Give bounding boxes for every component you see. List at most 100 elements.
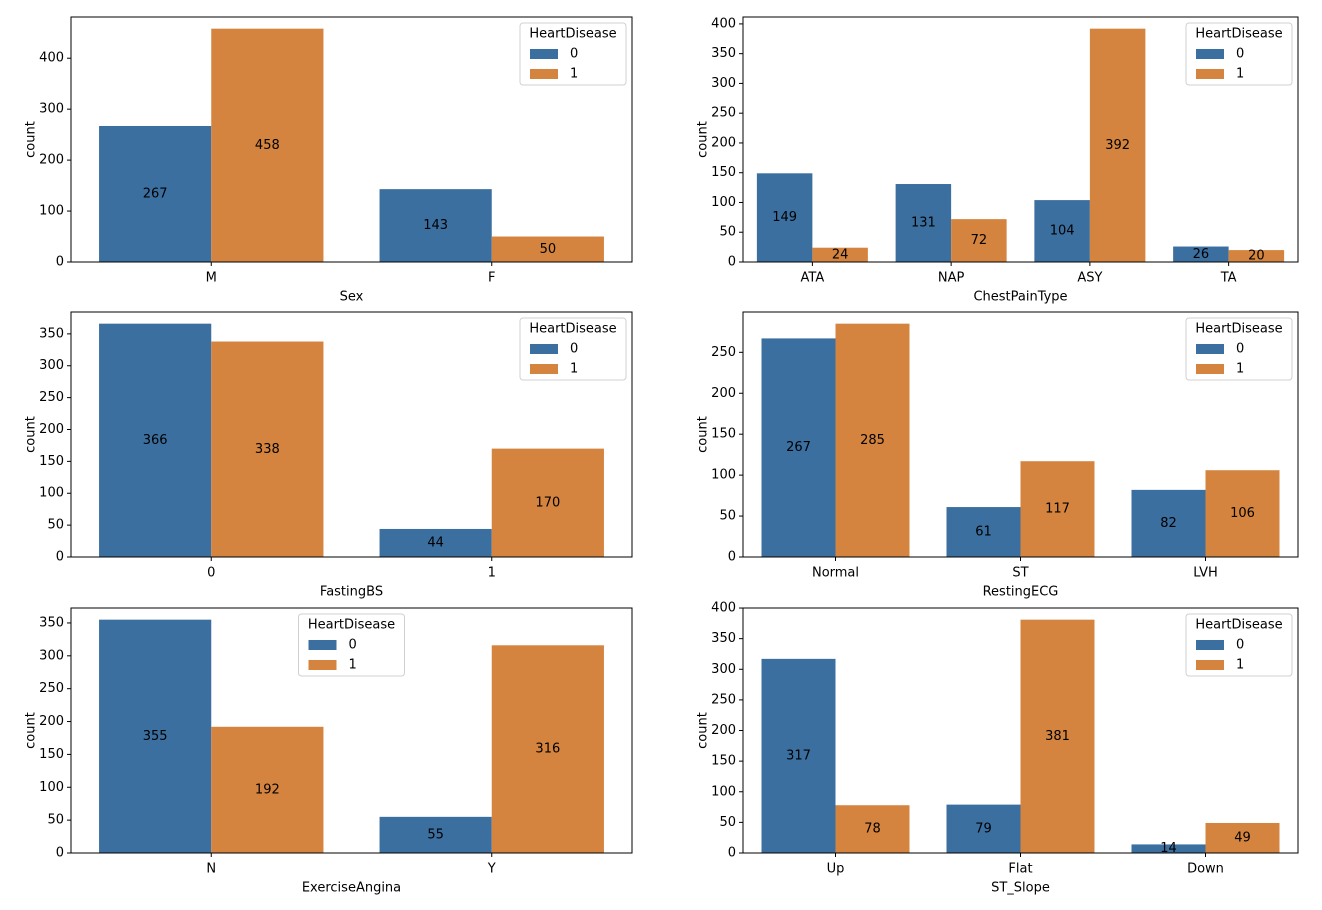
y-tick-label: 0: [56, 846, 64, 861]
bar: [946, 804, 1021, 853]
x-tick-label: Down: [1187, 862, 1224, 877]
value-label: 149: [772, 210, 797, 225]
value-label: 267: [143, 186, 168, 201]
bar: [379, 528, 492, 557]
y-tick-label: 250: [711, 106, 736, 121]
x-tick-label: LVH: [1193, 566, 1217, 581]
bar: [1131, 489, 1206, 557]
axes-frame: [70, 311, 633, 558]
y-tick-label: 100: [39, 204, 64, 219]
bar: [99, 323, 212, 557]
legend: HeartDisease 0 1: [298, 613, 405, 677]
y-tick-label: 300: [39, 358, 64, 373]
y-tick-label: 100: [711, 195, 736, 210]
x-tick-label: Flat: [1008, 862, 1032, 877]
value-label: 392: [1105, 138, 1130, 153]
y-tick-label: 250: [711, 345, 736, 360]
y-tick-label: 150: [711, 754, 736, 769]
value-label: 192: [255, 782, 280, 797]
y-tick-label: 150: [39, 747, 64, 762]
legend-swatch: [1196, 49, 1224, 59]
y-axis-label: count: [24, 121, 39, 158]
bar: [1020, 461, 1095, 557]
y-tick-label: 250: [39, 681, 64, 696]
value-label: 131: [911, 216, 936, 231]
x-tick-label: M: [206, 271, 217, 286]
legend: HeartDisease 0 1: [1185, 22, 1293, 86]
axes-frame: [742, 16, 1299, 263]
y-tick-label: 200: [39, 714, 64, 729]
value-label: 72: [971, 233, 988, 248]
legend-title: HeartDisease: [529, 322, 616, 337]
bar: [1228, 250, 1285, 262]
y-tick-label: 350: [39, 326, 64, 341]
y-tick-label: 0: [56, 550, 64, 565]
bar: [1205, 470, 1280, 557]
axes-frame: [70, 16, 633, 263]
bar: [812, 247, 868, 262]
x-tick-label: TA: [1220, 271, 1237, 286]
y-tick-label: 300: [39, 102, 64, 117]
value-label: 49: [1234, 830, 1251, 845]
legend-swatch: [1196, 69, 1224, 79]
legend-label: 0: [1236, 47, 1244, 62]
subplot: 0 100 200 300 400 M 267 458 F 143 50 Sex count HeartD…: [24, 16, 633, 305]
bar: [895, 184, 952, 262]
x-axis-label: ExerciseAngina: [302, 881, 401, 896]
subplot: 0 50 100 150 200 250 Normal 267 285 ST 61 117 LVH 82 1…: [696, 311, 1299, 600]
legend-label: 0: [1236, 342, 1244, 357]
legend-title: HeartDisease: [1195, 27, 1282, 42]
x-tick-label: ATA: [801, 271, 825, 286]
legend-label: 0: [1236, 638, 1244, 653]
y-tick-label: 300: [711, 76, 736, 91]
y-axis-label: count: [696, 712, 711, 749]
bar: [761, 338, 836, 557]
bar: [99, 125, 212, 262]
legend-label: 1: [1236, 67, 1244, 82]
value-label: 79: [975, 821, 992, 836]
legend-swatch: [1196, 660, 1224, 670]
y-tick-label: 400: [39, 51, 64, 66]
bar: [835, 805, 910, 853]
value-label: 355: [143, 729, 168, 744]
value-label: 317: [786, 748, 811, 763]
y-tick-label: 300: [711, 662, 736, 677]
value-label: 61: [975, 525, 992, 540]
legend-title: HeartDisease: [1195, 322, 1282, 337]
bar: [1020, 619, 1095, 853]
value-label: 78: [864, 822, 881, 837]
value-label: 24: [832, 247, 849, 262]
legend-title: HeartDisease: [308, 618, 395, 633]
x-tick-label: F: [488, 271, 495, 286]
legend-title: HeartDisease: [1195, 618, 1282, 633]
value-label: 338: [255, 442, 280, 457]
y-tick-label: 50: [719, 815, 736, 830]
legend-label: 1: [570, 362, 578, 377]
bar: [1173, 246, 1229, 262]
bar: [1205, 822, 1280, 853]
x-tick-label: N: [206, 862, 216, 877]
legend-title: HeartDisease: [529, 27, 616, 42]
legend-swatch: [308, 640, 337, 650]
y-tick-label: 250: [39, 390, 64, 405]
value-label: 117: [1045, 502, 1070, 517]
y-tick-label: 150: [711, 165, 736, 180]
x-tick-label: Up: [827, 862, 845, 877]
bar: [211, 341, 324, 557]
legend: HeartDisease 0 1: [1185, 317, 1293, 381]
y-tick-label: 200: [711, 135, 736, 150]
subplot: 0 50 100 150 200 250 300 350 N 355 192 Y 55 316 Exerci…: [24, 607, 633, 896]
bar: [1131, 844, 1206, 853]
y-tick-label: 350: [711, 631, 736, 646]
legend: HeartDisease 0 1: [519, 317, 627, 381]
legend-label: 1: [349, 658, 357, 673]
legend-label: 1: [1236, 658, 1244, 673]
value-label: 20: [1248, 249, 1265, 264]
x-tick-label: ST: [1012, 566, 1028, 581]
bar: [1089, 28, 1146, 262]
y-tick-label: 200: [711, 723, 736, 738]
y-axis-label: count: [24, 416, 39, 453]
axes-frame: [70, 607, 633, 854]
legend-swatch: [530, 364, 558, 374]
bar: [379, 189, 492, 262]
